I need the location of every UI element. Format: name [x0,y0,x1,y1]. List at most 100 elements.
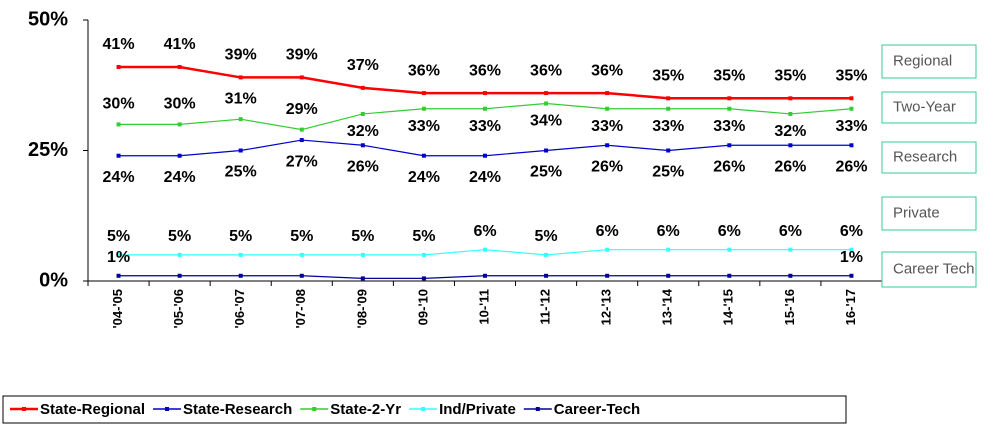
point-marker [421,153,426,158]
point-marker [849,106,854,111]
data-label: 24% [408,169,440,186]
point-marker [177,122,182,127]
point-marker [849,96,854,101]
data-label: 1% [107,249,130,266]
data-label: 36% [591,62,623,79]
data-label: 24% [164,169,196,186]
data-label: 26% [835,158,867,175]
point-marker [421,252,426,257]
point-marker [116,64,121,69]
point-marker [727,96,732,101]
x-tick-label: 12-'13 [599,289,614,325]
point-marker [238,117,243,122]
series-line [118,139,852,157]
data-label: 41% [103,36,135,53]
data-label: 6% [779,223,802,240]
point-marker [299,138,304,143]
data-label: 27% [286,153,318,170]
legend-marker [165,407,170,411]
data-label: 29% [286,101,318,118]
x-tick-label: '05-'06 [171,289,186,328]
point-marker [299,127,304,132]
point-marker [605,106,610,111]
x-tick-label: '08-'09 [354,289,369,328]
data-label: 25% [652,164,684,181]
data-label: 35% [713,68,745,85]
data-label: 33% [408,118,440,135]
legend-label: State-Research [183,401,292,418]
point-marker [238,148,243,153]
data-label: 5% [412,228,435,245]
point-marker [727,143,732,148]
legend-label: State-2-Yr [330,401,401,418]
point-marker [788,96,793,101]
data-label: 31% [225,90,257,107]
data-label: 34% [530,113,562,130]
annotation-box [881,141,977,174]
data-label: 39% [225,47,257,64]
point-marker [177,273,182,278]
data-label: 33% [713,118,745,135]
legend-label: State-Regional [40,401,145,418]
data-label: 24% [469,169,501,186]
annotation: Regional [893,52,952,69]
x-tick-label: '06-'07 [232,289,247,328]
data-label: 33% [591,118,623,135]
data-label: 5% [535,228,558,245]
point-marker [544,101,549,106]
x-tick-label: '07-'08 [293,289,308,328]
data-label: 41% [164,36,196,53]
point-marker [299,75,304,80]
annotation-box [881,251,977,288]
data-label: 1% [840,249,863,266]
point-marker [177,252,182,257]
annotation: Two-Year [893,98,956,115]
point-marker [666,273,671,278]
legend-marker [421,407,426,411]
point-marker [299,252,304,257]
data-label: 33% [835,118,867,135]
point-marker [177,64,182,69]
data-label: 35% [774,68,806,85]
data-label: 6% [657,223,680,240]
point-marker [238,75,243,80]
data-label: 5% [107,228,130,245]
annotation-box [881,44,977,79]
data-label: 5% [168,228,191,245]
point-marker [177,153,182,158]
y-tick-label: 50% [28,8,68,30]
point-marker [360,252,365,257]
point-marker [788,273,793,278]
x-tick-label: 16-'17 [843,289,858,325]
data-label: 33% [469,118,501,135]
point-marker [360,276,365,281]
point-marker [116,122,121,127]
point-marker [483,247,487,252]
point-marker [727,247,732,252]
point-marker [483,153,487,158]
point-marker [849,273,854,278]
legend-marker [535,407,540,411]
x-tick-label: 11-'12 [538,289,553,325]
point-marker [421,276,426,281]
point-marker [727,106,732,111]
point-marker [849,247,854,252]
legend-label: Career-Tech [554,401,640,418]
data-label: 6% [596,223,619,240]
point-marker [421,91,426,96]
point-marker [666,96,671,101]
data-label: 5% [351,228,374,245]
point-marker [360,143,365,148]
point-marker [544,252,549,257]
point-marker [605,247,610,252]
point-marker [360,85,365,90]
point-marker [605,143,610,148]
data-label: 36% [469,62,501,79]
data-label: 6% [718,223,741,240]
data-label: 25% [225,164,257,181]
data-label: 39% [286,47,318,64]
x-tick-label: '04-'05 [110,289,125,328]
data-label: 5% [290,228,313,245]
legend-label: Ind/Private [439,401,516,418]
